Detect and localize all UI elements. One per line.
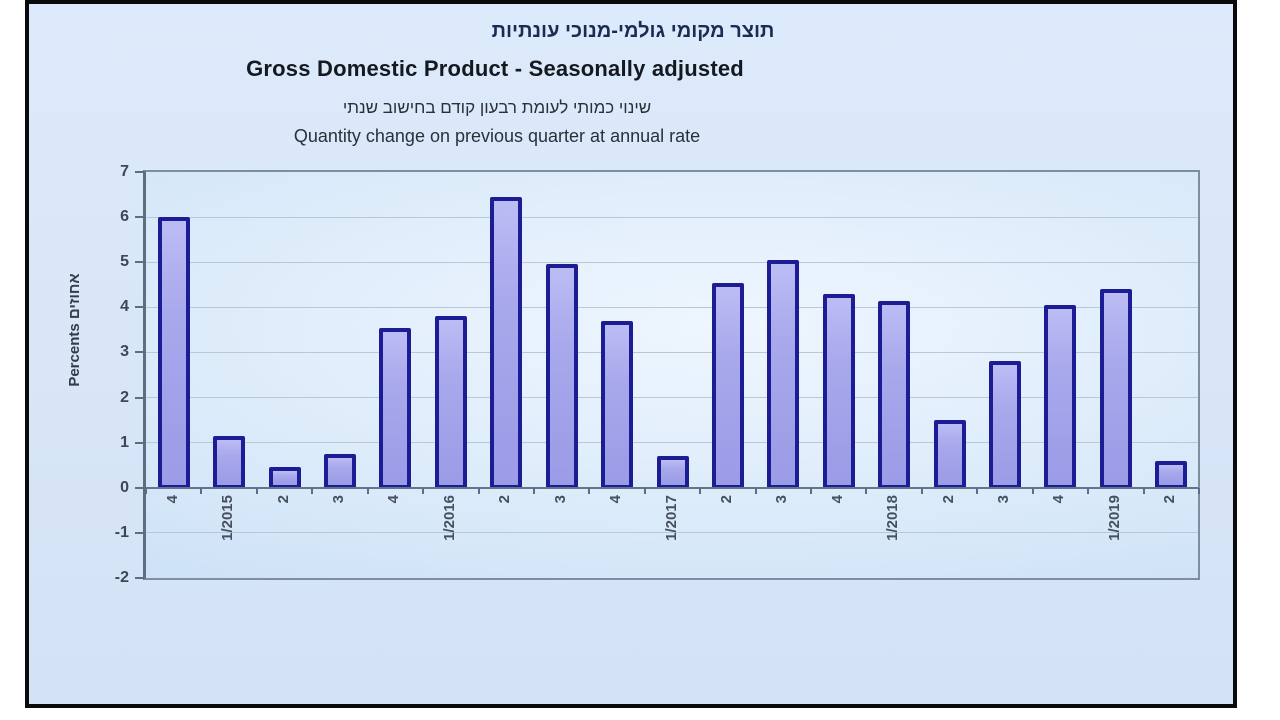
x-axis-tick-label: 3 <box>773 494 791 504</box>
gridline <box>146 351 1198 353</box>
gridline <box>146 261 1198 263</box>
zero-axis-tick <box>422 487 425 494</box>
zero-axis-tick <box>699 487 702 494</box>
zero-axis-tick <box>532 487 535 494</box>
x-axis-tick-label: 3 <box>551 494 569 504</box>
x-axis-tick-label: 1/2019 <box>1105 494 1123 541</box>
bar <box>323 453 356 489</box>
y-axis-tick-label: 4 <box>120 298 129 316</box>
gridline <box>146 306 1198 308</box>
y-axis-tick-label: 1 <box>120 433 129 451</box>
gridline <box>146 397 1198 399</box>
x-axis-tick-label: 2 <box>717 494 735 504</box>
y-axis-tick-label: 7 <box>120 163 129 180</box>
zero-axis-tick <box>1198 487 1200 494</box>
y-axis-tick <box>135 171 143 173</box>
y-axis-tick-label: 0 <box>120 478 129 496</box>
zero-axis-tick <box>865 487 868 494</box>
x-axis-tick-label: 4 <box>607 494 625 504</box>
zero-axis-tick <box>920 487 923 494</box>
bar <box>822 293 855 489</box>
x-axis-tick-label: 1/2016 <box>440 494 458 541</box>
y-axis-tick-label: 2 <box>120 388 129 406</box>
plot-area <box>143 170 1200 580</box>
bar <box>656 456 689 489</box>
bar <box>213 435 246 489</box>
bar <box>878 300 911 489</box>
x-axis-tick-label: 4 <box>385 494 403 504</box>
bar <box>989 361 1022 489</box>
y-axis-tick <box>135 531 143 534</box>
x-axis-tick-label: 4 <box>163 494 181 504</box>
x-axis-tick-label: 2 <box>274 494 292 504</box>
bar <box>545 264 578 489</box>
chart-subtitle-english: Quantity change on previous quarter at a… <box>293 126 701 146</box>
x-axis-tick-label: 2 <box>939 494 957 504</box>
chart-canvas: תוצר מקומי גולמי-מנוכי עונתיות Gross Dom… <box>25 0 1237 708</box>
chart-title-english: Gross Domestic Product - Seasonally adju… <box>246 56 744 81</box>
zero-axis-tick <box>311 487 314 494</box>
y-axis-tick-label: 3 <box>120 343 129 361</box>
zero-axis-tick <box>1031 487 1034 494</box>
bar <box>767 259 800 489</box>
y-axis-tick <box>135 306 143 309</box>
zero-axis-tick <box>366 487 369 494</box>
gridline <box>146 216 1198 218</box>
bar <box>601 320 634 489</box>
y-axis-tick <box>135 441 143 444</box>
x-axis-tick-label: 1/2017 <box>662 494 680 541</box>
bar <box>1099 289 1132 489</box>
y-axis-tick-label: 6 <box>120 208 129 226</box>
x-axis-tick-label: 1/2015 <box>219 494 237 541</box>
y-axis-tick <box>135 396 143 399</box>
x-axis-tick-label: 3 <box>329 494 347 504</box>
x-axis-tick-label: 4 <box>1050 494 1068 504</box>
y-axis-title: Percents אחוזים <box>66 273 83 387</box>
bar <box>379 327 412 489</box>
x-axis-tick-label: 2 <box>496 494 514 504</box>
x-axis-tick-label: 2 <box>1161 494 1179 504</box>
x-axis-tick-label: 4 <box>828 494 846 504</box>
y-axis-tick <box>135 351 143 354</box>
zero-axis-line <box>146 486 1198 489</box>
x-axis-tick-label: 3 <box>995 494 1013 504</box>
y-axis-tick <box>135 577 143 579</box>
y-axis-tick-label: 5 <box>120 253 129 271</box>
y-axis-tick-label: -2 <box>114 569 129 586</box>
zero-axis-tick <box>643 487 646 494</box>
zero-axis-tick <box>200 487 203 494</box>
bar <box>268 467 301 489</box>
x-axis-tick-label: 1/2018 <box>884 494 902 541</box>
bar <box>490 196 523 489</box>
y-axis-tick-label: -1 <box>114 523 129 541</box>
bar <box>1155 460 1188 489</box>
gridline <box>146 442 1198 444</box>
zero-axis-tick <box>810 487 813 494</box>
y-axis-tick <box>135 261 143 264</box>
bar <box>933 420 966 489</box>
chart-title-hebrew: תוצר מקומי גולמי-מנוכי עונתיות <box>491 20 775 42</box>
bar <box>711 282 744 489</box>
y-axis-tick <box>135 216 143 219</box>
zero-axis-tick <box>1087 487 1090 494</box>
zero-axis-tick <box>588 487 591 494</box>
bar <box>157 217 190 489</box>
zero-axis-tick <box>754 487 757 494</box>
bar <box>1044 305 1077 489</box>
y-axis-tick <box>135 486 143 489</box>
gridline <box>146 532 1198 534</box>
zero-axis-tick <box>477 487 480 494</box>
zero-axis-tick <box>145 487 147 494</box>
bar <box>434 316 467 489</box>
zero-axis-tick <box>1142 487 1145 494</box>
zero-axis-tick <box>976 487 979 494</box>
chart-subtitle-hebrew: שינוי כמותי לעומת רבעון קודם בחישוב שנתי <box>342 98 652 117</box>
zero-axis-tick <box>255 487 258 494</box>
